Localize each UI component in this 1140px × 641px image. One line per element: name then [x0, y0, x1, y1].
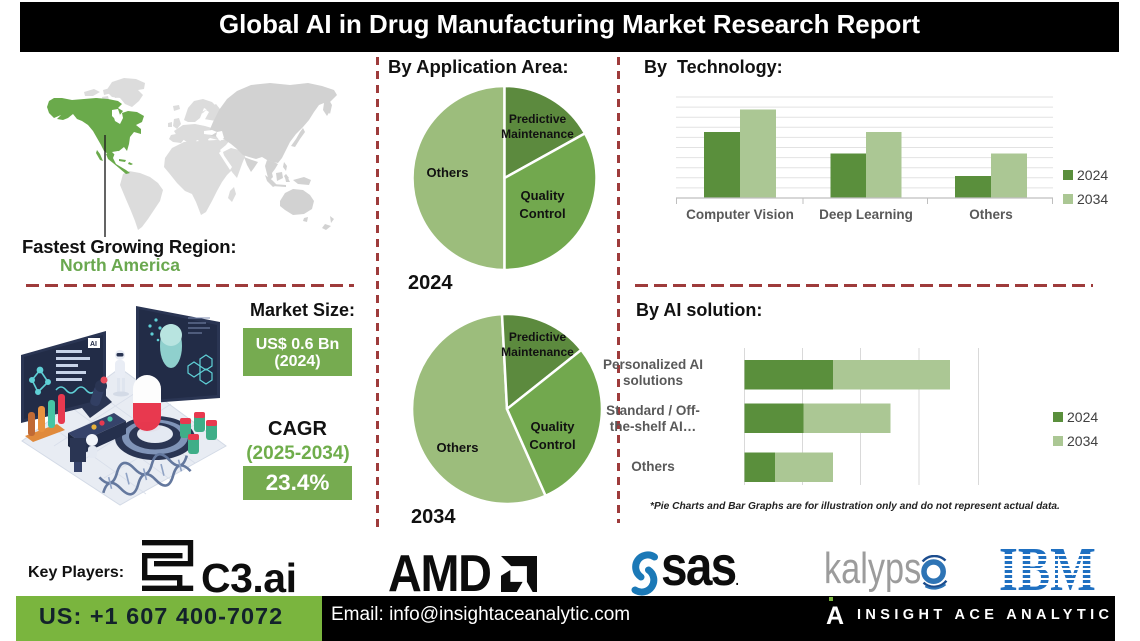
svg-text:AI: AI [90, 341, 97, 348]
